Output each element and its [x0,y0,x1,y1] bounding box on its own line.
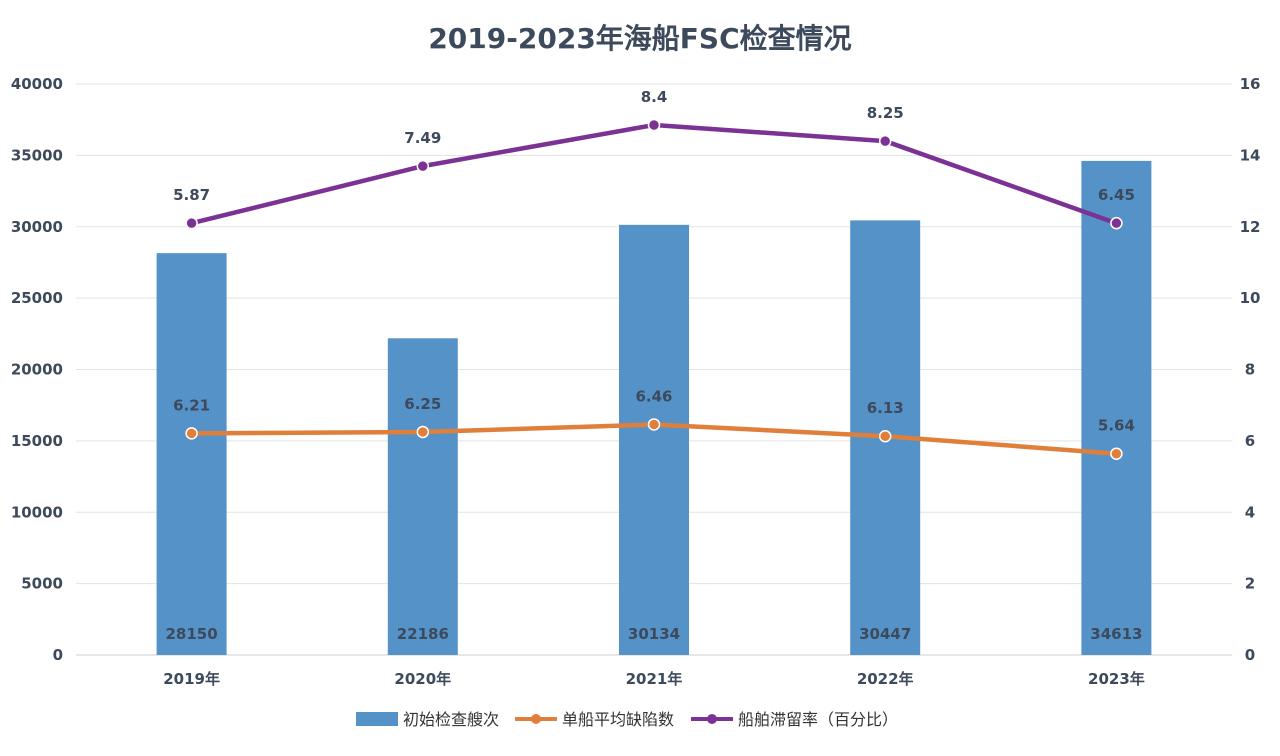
data-point [185,216,198,230]
data-point [416,159,430,173]
data-label: 6.45 [1098,186,1135,204]
bar [156,253,227,655]
bar-data-label: 30134 [628,625,680,643]
chart-title: 2019-2023年海船FSC检查情况 [428,22,851,55]
data-point [878,134,892,148]
legend-marker [531,714,541,724]
x-tick-label: 2020年 [394,670,451,688]
left-tick-label: 5000 [21,575,63,593]
data-label: 5.64 [1098,417,1135,435]
legend-label: 初始检查艘次 [403,710,499,729]
data-point [878,429,892,443]
data-label: 6.25 [404,395,441,413]
left-axis: 0 5000 10000 15000 20000 25000 30000 35000 40000 [11,75,63,664]
left-tick-label: 35000 [11,146,63,164]
legend-label: 单船平均缺陷数 [562,710,674,729]
right-tick-label: 14 [1240,146,1261,164]
data-label: 6.13 [867,399,904,417]
left-tick-label: 25000 [11,289,63,307]
legend-label: 船舶滞留率（百分比） [738,710,898,729]
data-label: 8.25 [867,104,904,122]
left-tick-label: 15000 [11,432,63,450]
right-axis: 0 2 4 6 8 10 12 14 16 [1240,75,1261,664]
right-tick-label: 0 [1245,646,1255,664]
data-point [647,118,661,132]
right-tick-label: 6 [1245,432,1255,450]
right-tick-label: 2 [1245,575,1255,593]
line-series: 6.21 6.25 6.46 6.13 5.64 5.87 7.49 8.4 8.25 6.45 [173,88,1135,460]
x-axis: 2019年 2020年 2021年 2022年 2023年 [163,670,1145,688]
bar [1081,160,1152,656]
x-tick-label: 2022年 [857,670,914,688]
data-point [416,425,430,439]
data-label: 5.87 [173,186,210,204]
bar-data-label: 22186 [397,625,449,643]
left-tick-label: 20000 [11,361,63,379]
legend-marker [707,714,717,724]
bar [387,338,458,655]
left-tick-label: 30000 [11,218,63,236]
right-tick-label: 12 [1240,218,1261,236]
bar-data-label: 34613 [1090,625,1142,643]
bar-data-label: 30447 [859,625,911,643]
x-tick-label: 2021年 [626,670,683,688]
legend: 初始检查艘次 单船平均缺陷数 船舶滞留率（百分比） [356,710,898,729]
left-tick-label: 0 [53,646,63,664]
left-tick-label: 40000 [11,75,63,93]
right-tick-label: 10 [1240,289,1261,307]
x-tick-label: 2023年 [1088,670,1145,688]
data-point [647,418,661,431]
right-tick-label: 8 [1245,361,1255,379]
x-tick-label: 2019年 [163,670,220,688]
data-label: 8.4 [641,88,668,106]
data-label: 7.49 [404,129,441,147]
right-tick-label: 16 [1240,75,1261,93]
data-label: 6.46 [635,387,672,405]
bar-series: 28150 22186 30134 30447 34613 [156,160,1152,656]
data-point [1110,447,1123,460]
data-label: 6.21 [173,396,210,414]
bar [619,224,689,655]
bar-data-label: 28150 [166,625,218,643]
data-point [185,427,198,440]
series-line [189,122,1119,226]
data-point [1110,216,1123,230]
right-tick-label: 4 [1245,503,1255,521]
left-tick-label: 10000 [11,503,63,521]
legend-swatch [356,712,398,726]
